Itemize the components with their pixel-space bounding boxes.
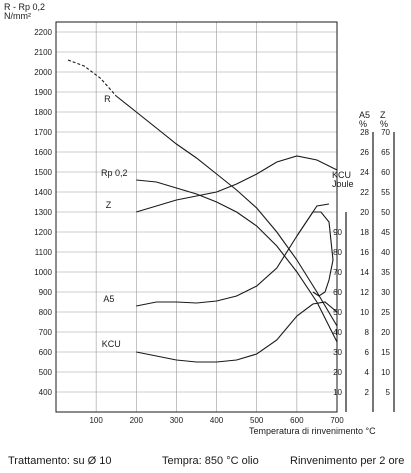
series-r	[115, 95, 338, 327]
z-tick-label: 65	[381, 148, 390, 157]
x-tick-label: 200	[130, 416, 144, 425]
a5-tick-label: 18	[360, 228, 369, 237]
y-tick-label: 1900	[34, 88, 52, 97]
footer-quench: Tempra: 850 °C olio	[162, 455, 259, 467]
y-axis-ticks: 400 500 600 700 800 900 1000 1100 1200 1300 1400 15…	[34, 28, 52, 397]
x-tick-label: 700	[330, 416, 344, 425]
x-axis-ticks: 100 200 300 400 500 600 700	[89, 416, 344, 425]
y-tick-label: 1100	[35, 248, 53, 257]
grid	[56, 22, 338, 412]
a5-tick-label: 16	[360, 248, 369, 257]
y-tick-label: 2000	[34, 68, 52, 77]
curve-label-rp: Rp 0,2	[101, 168, 128, 178]
a5-tick-label: 26	[360, 148, 369, 157]
series-kcu	[136, 301, 338, 363]
kcu-tick-label: 60	[333, 288, 342, 297]
z-axis-label: Z	[380, 110, 386, 120]
kcu-tick-label: 20	[333, 368, 342, 377]
a5-tick-label: 20	[360, 208, 369, 217]
y-tick-label: 700	[39, 328, 53, 337]
z-tick-label: 10	[381, 368, 390, 377]
series-kcu-tail	[296, 211, 334, 297]
z-tick-label: 40	[381, 248, 390, 257]
y-tick-label: 1500	[34, 168, 52, 177]
kcu-tick-label: 40	[333, 328, 342, 337]
z-tick-label: 25	[381, 308, 390, 317]
y-tick-label: 1400	[34, 188, 52, 197]
kcu-axis-label: Joule	[332, 179, 354, 189]
z-axis-label: %	[380, 119, 388, 129]
kcu-tick-label: 80	[333, 248, 342, 257]
z-tick-label: 5	[386, 388, 391, 397]
z-tick-label: 45	[381, 228, 390, 237]
z-tick-label: 60	[381, 168, 390, 177]
plot-frame	[55, 21, 338, 413]
x-tick-label: 400	[210, 416, 224, 425]
a5-axis-label: A5	[359, 110, 370, 120]
z-tick-label: 15	[381, 348, 390, 357]
curve-label-z: Z	[106, 200, 112, 210]
footer-tempering: Rinvenimento per 2 ore	[290, 455, 404, 467]
a5-tick-label: 22	[360, 188, 369, 197]
y-left-label-line2: N/mm²	[4, 11, 31, 21]
series-rp-0-2	[136, 179, 338, 343]
kcu-tick-label: 90	[333, 228, 342, 237]
y-tick-label: 1000	[34, 268, 52, 277]
y-tick-label: 1300	[34, 208, 52, 217]
a5-tick-label: 12	[360, 288, 369, 297]
z-tick-label: 30	[381, 288, 390, 297]
curve-label-a5: A5	[103, 294, 114, 304]
series-z	[136, 155, 338, 213]
a5-tick-label: 14	[360, 268, 369, 277]
y-tick-label: 400	[39, 388, 53, 397]
kcu-axis-label: KCU	[332, 170, 351, 180]
x-tick-label: 100	[89, 416, 103, 425]
z-tick-label: 70	[381, 128, 390, 137]
y-left-label-line1: R - Rp 0,2	[4, 2, 45, 12]
a5-tick-label: 8	[365, 328, 370, 337]
curve-labels: R Rp 0,2 Z A5 KCU	[101, 94, 128, 349]
kcu-tick-label: 30	[333, 348, 342, 357]
kcu-tick-label: 10	[333, 388, 342, 397]
z-tick-label: 55	[381, 188, 390, 197]
y-tick-label: 1800	[34, 108, 52, 117]
kcu-tick-label: 70	[333, 268, 342, 277]
footer-treatment: Trattamento: su Ø 10	[8, 455, 112, 467]
y-tick-label: 1200	[34, 228, 52, 237]
a5-tick-label: 2	[365, 388, 370, 397]
curves	[67, 59, 338, 363]
x-tick-label: 500	[250, 416, 264, 425]
y-tick-label: 1700	[34, 128, 52, 137]
y-tick-label: 500	[39, 368, 53, 377]
curve-label-r: R	[104, 94, 111, 104]
a5-tick-label: 28	[360, 128, 369, 137]
y-tick-label: 2200	[34, 28, 52, 37]
right-axes: 102030405060708090KCUJoule24681012141618…	[332, 110, 395, 412]
y-tick-label: 2100	[34, 48, 52, 57]
y-tick-label: 800	[39, 308, 53, 317]
a5-axis-label: %	[359, 119, 367, 129]
x-axis-label: Temperatura di rinvenimento °C	[249, 426, 376, 436]
x-tick-label: 300	[170, 416, 184, 425]
x-tick-label: 600	[290, 416, 304, 425]
z-tick-label: 50	[381, 208, 390, 217]
series-a5	[136, 203, 330, 307]
y-tick-label: 1600	[34, 148, 52, 157]
kcu-tick-label: 50	[333, 308, 342, 317]
y-tick-label: 600	[39, 348, 53, 357]
y-tick-label: 900	[39, 288, 53, 297]
z-tick-label: 20	[381, 328, 390, 337]
series-r-dashed	[67, 59, 117, 97]
a5-tick-label: 6	[365, 348, 370, 357]
a5-tick-label: 4	[365, 368, 370, 377]
curve-label-kcu: KCU	[102, 339, 121, 349]
z-tick-label: 35	[381, 268, 390, 277]
a5-tick-label: 10	[360, 308, 369, 317]
a5-tick-label: 24	[360, 168, 369, 177]
